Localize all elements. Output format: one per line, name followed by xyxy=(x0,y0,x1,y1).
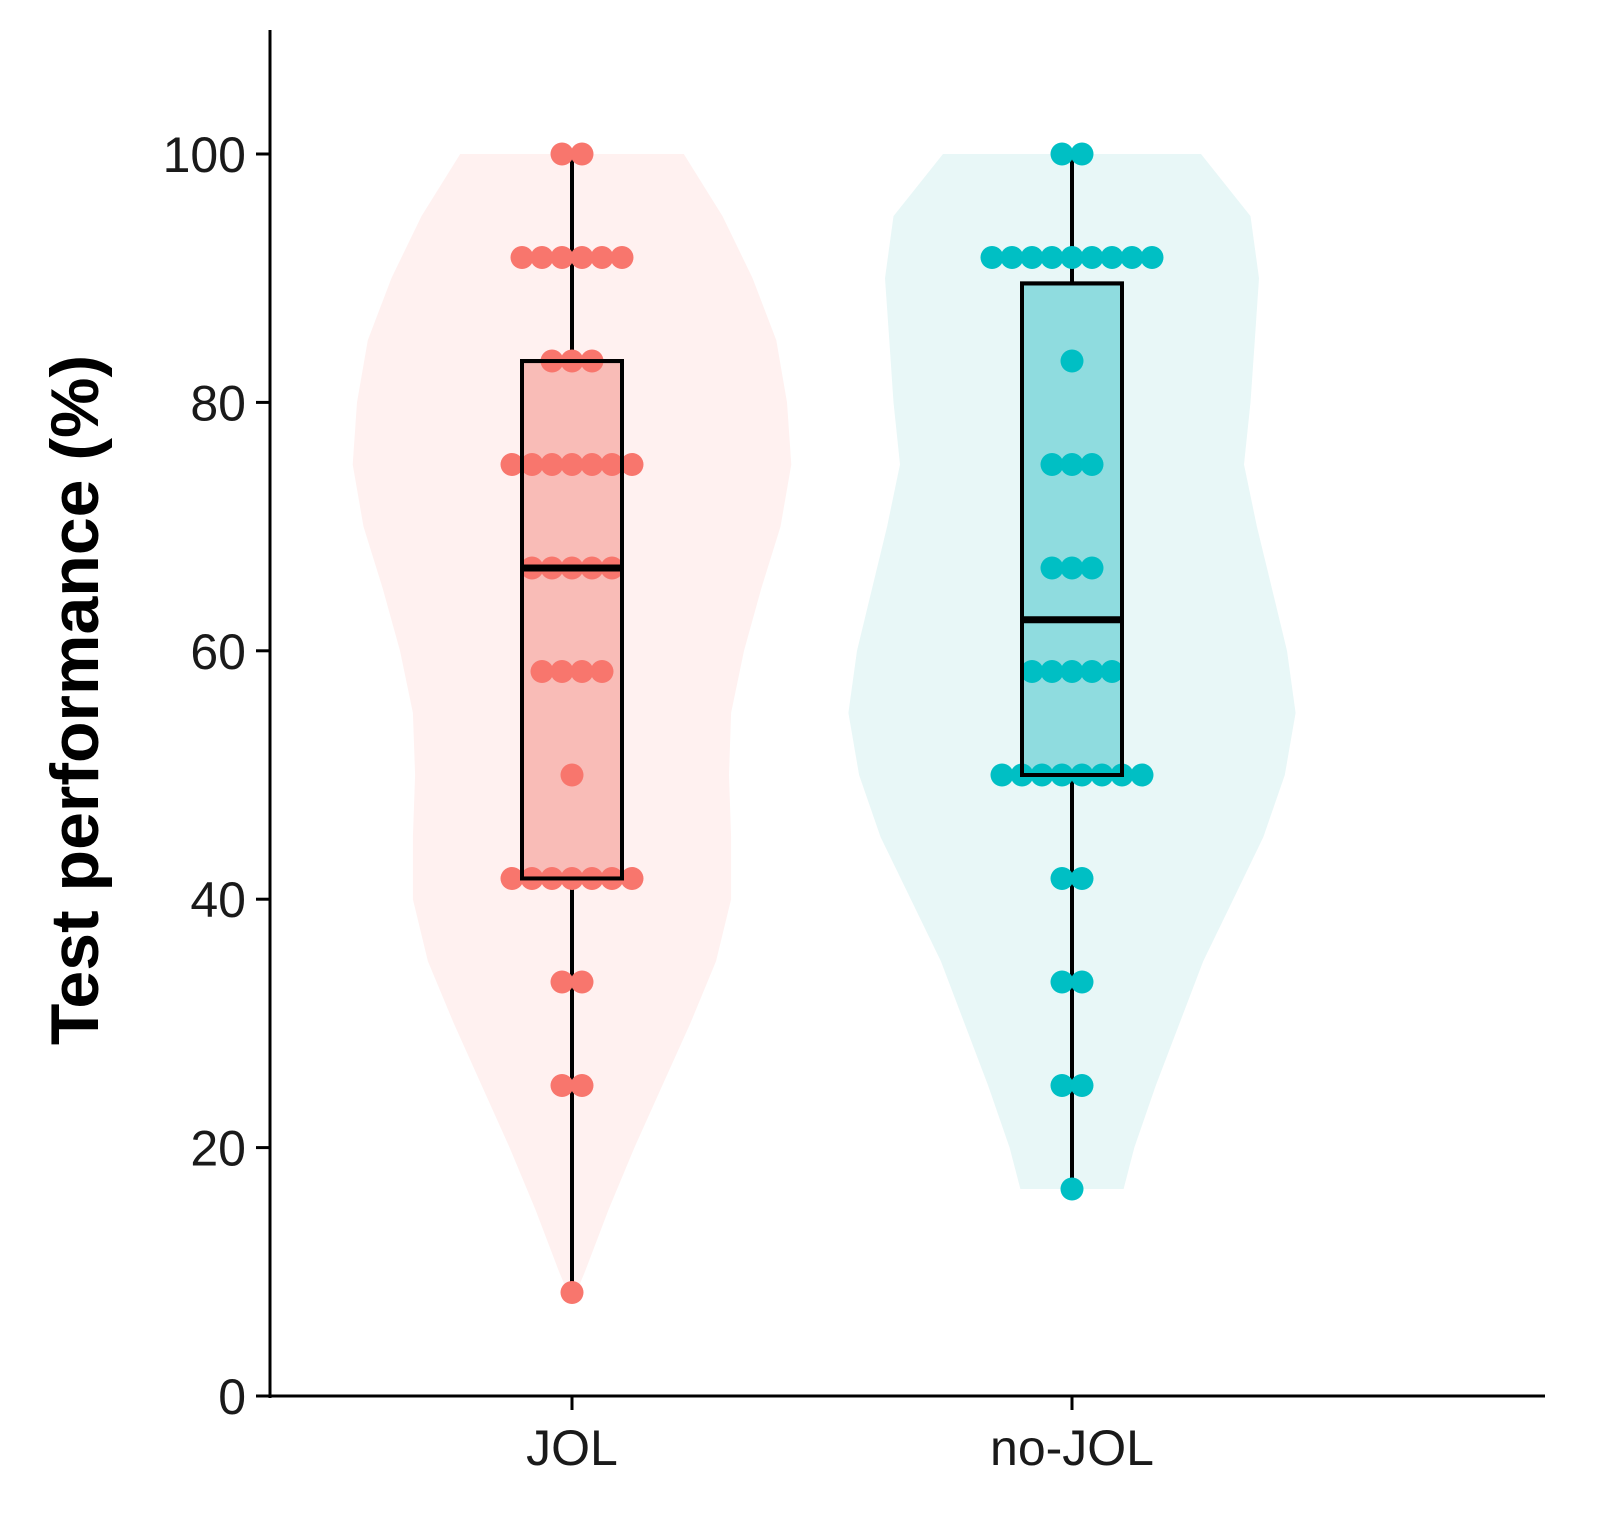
data-point xyxy=(550,1074,574,1097)
data-point xyxy=(1050,142,1074,166)
data-point xyxy=(560,1281,584,1304)
data-point xyxy=(1050,1074,1074,1097)
data-point xyxy=(1140,246,1164,269)
data-point xyxy=(570,970,594,994)
data-point xyxy=(1040,556,1064,580)
axes: 0 20 40 60 80 100 JOL no-JOL xyxy=(163,30,1545,1476)
data-point xyxy=(510,246,534,269)
data-point xyxy=(610,246,634,269)
data-point xyxy=(1100,660,1124,683)
y-tick-label: 100 xyxy=(163,127,246,183)
data-point xyxy=(550,660,574,683)
y-axis-title: Test performance (%) xyxy=(37,355,113,1045)
data-point xyxy=(520,453,544,476)
data-point xyxy=(1040,246,1064,269)
data-point xyxy=(1080,556,1104,580)
data-point xyxy=(1070,1074,1094,1097)
y-tick-label: 60 xyxy=(190,624,246,680)
data-point xyxy=(1120,246,1144,269)
box-outline-JOL xyxy=(520,359,624,881)
data-point xyxy=(1040,660,1064,683)
data-point xyxy=(560,453,584,476)
x-tick-label: JOL xyxy=(526,1420,618,1476)
data-point xyxy=(500,867,524,890)
data-points xyxy=(500,142,1164,1304)
data-point xyxy=(990,763,1014,787)
data-point xyxy=(1060,1177,1084,1201)
data-point xyxy=(1070,970,1094,994)
data-point xyxy=(1040,453,1064,476)
data-point xyxy=(580,453,604,476)
data-point xyxy=(550,246,574,269)
data-point xyxy=(1060,660,1084,683)
data-point xyxy=(500,453,524,476)
data-point xyxy=(1050,867,1074,890)
data-point xyxy=(1000,246,1024,269)
data-point xyxy=(590,246,614,269)
y-tick-label: 40 xyxy=(190,872,246,928)
data-point xyxy=(1050,970,1074,994)
y-tick-label: 80 xyxy=(190,375,246,431)
data-point xyxy=(590,660,614,683)
data-point xyxy=(530,660,554,683)
data-point xyxy=(540,453,564,476)
data-point xyxy=(550,970,574,994)
data-point xyxy=(1080,246,1104,269)
x-tick-label: no-JOL xyxy=(990,1420,1154,1476)
data-point xyxy=(1060,246,1084,269)
data-point xyxy=(1070,142,1094,166)
data-point xyxy=(600,453,624,476)
data-point xyxy=(1060,349,1084,373)
data-point xyxy=(530,246,554,269)
data-point xyxy=(1060,453,1084,476)
data-point xyxy=(1020,660,1044,683)
data-point xyxy=(1070,867,1094,890)
data-point xyxy=(1080,660,1104,683)
box-JOL xyxy=(520,359,624,881)
data-point xyxy=(620,867,644,890)
box-outline-no-JOL xyxy=(1020,281,1124,777)
data-point xyxy=(980,246,1004,269)
data-point xyxy=(570,1074,594,1097)
data-point xyxy=(1100,246,1124,269)
data-point xyxy=(570,660,594,683)
y-tick-label: 0 xyxy=(218,1369,246,1425)
data-point xyxy=(560,763,584,787)
data-point xyxy=(1020,246,1044,269)
y-tick-label: 20 xyxy=(190,1121,246,1177)
data-point xyxy=(1080,453,1104,476)
violins xyxy=(352,154,1296,1293)
data-point xyxy=(570,246,594,269)
data-point xyxy=(620,453,644,476)
data-point xyxy=(1130,763,1154,787)
data-point xyxy=(1060,556,1084,580)
data-point xyxy=(550,142,574,166)
data-point xyxy=(570,142,594,166)
